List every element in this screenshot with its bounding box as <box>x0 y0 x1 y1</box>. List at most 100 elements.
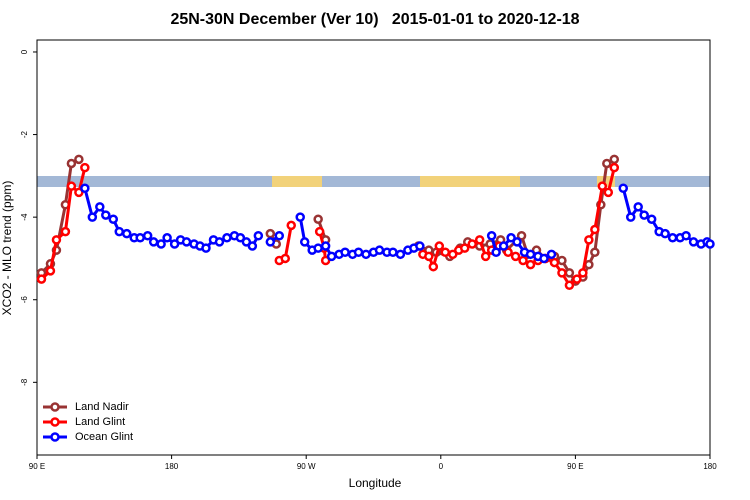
data-point <box>525 259 536 270</box>
data-point <box>448 249 458 260</box>
data-point <box>388 247 398 257</box>
data-point <box>506 233 516 243</box>
data-point <box>162 233 172 243</box>
data-point <box>361 249 371 260</box>
data-point <box>320 241 331 251</box>
data-point <box>491 247 501 257</box>
data-point <box>688 237 699 247</box>
data-point <box>142 230 153 241</box>
data-point <box>503 247 513 257</box>
data-point <box>434 241 445 251</box>
data-point <box>87 212 98 222</box>
data-point <box>603 187 614 198</box>
data-point <box>51 235 62 245</box>
data-point <box>265 228 276 239</box>
data-point <box>512 237 522 247</box>
y-tick-label: -6 <box>20 296 29 304</box>
data-point <box>353 247 364 257</box>
data-point <box>148 237 159 247</box>
data-point <box>539 253 549 264</box>
data-point <box>313 214 323 224</box>
data-point <box>498 241 509 251</box>
x-tick-label: 0 <box>439 462 444 471</box>
data-point <box>326 251 337 262</box>
data-point <box>295 212 305 222</box>
data-point <box>201 243 211 253</box>
data-point <box>66 181 77 191</box>
x-tick-label: 90 E <box>567 462 583 471</box>
data-point <box>633 202 643 212</box>
data-point <box>247 241 258 251</box>
legend: Land Nadir Land Glint Ocean Glint <box>43 401 133 443</box>
data-point <box>340 247 350 257</box>
data-point <box>609 154 620 165</box>
data-point <box>74 154 84 165</box>
data-point <box>705 239 715 249</box>
data-point <box>474 235 485 245</box>
data-point <box>101 210 111 220</box>
data-point <box>214 237 225 247</box>
data-point <box>557 255 567 266</box>
data-point <box>135 233 145 243</box>
data-point <box>424 251 434 262</box>
data-point <box>467 239 477 249</box>
data-point <box>241 237 252 247</box>
data-point <box>415 241 425 251</box>
data-point <box>516 230 527 241</box>
data-point <box>564 268 575 278</box>
data-point <box>222 233 232 243</box>
data-point <box>459 243 470 253</box>
y-tick-label: -8 <box>20 378 29 386</box>
y-tick-label: -4 <box>20 213 29 221</box>
data-point <box>299 237 310 247</box>
data-point <box>313 243 323 253</box>
legend-marker <box>50 417 60 427</box>
data-point <box>121 228 132 239</box>
data-point <box>609 162 620 173</box>
data-point <box>681 230 691 241</box>
x-tick-label: 90 W <box>297 462 316 471</box>
data-point <box>584 235 594 245</box>
series-line <box>83 187 711 261</box>
data-point <box>590 247 600 257</box>
data-point <box>156 239 166 249</box>
legend-label: Ocean Glint <box>75 431 133 443</box>
data-point <box>646 214 657 224</box>
data-point <box>480 251 491 262</box>
data-point <box>320 255 331 266</box>
data-point <box>590 224 600 235</box>
data-point <box>618 183 629 193</box>
x-axis-label: Longitude <box>349 476 402 490</box>
data-point <box>546 249 557 260</box>
data-point <box>66 158 77 169</box>
x-tick-label: 90 E <box>29 462 45 471</box>
data-point <box>639 210 649 220</box>
data-point <box>235 233 246 243</box>
y-tick-label: 0 <box>20 49 29 54</box>
data-point <box>60 226 71 237</box>
data-point <box>80 162 90 173</box>
data-point <box>95 202 105 212</box>
data-point <box>80 183 90 193</box>
land-ocean-band <box>37 176 710 187</box>
data-point <box>428 261 439 272</box>
data-point <box>374 245 385 255</box>
data-point <box>36 274 47 284</box>
data-point <box>549 257 560 268</box>
data-point <box>625 212 636 222</box>
data-point <box>510 251 521 262</box>
data-point <box>253 230 264 241</box>
legend-marker <box>50 402 60 412</box>
legend-label: Land Glint <box>75 416 125 428</box>
data-point <box>74 187 84 198</box>
data-point <box>314 226 325 237</box>
data-point <box>181 237 192 247</box>
data-point <box>525 249 536 260</box>
data-point <box>108 214 119 224</box>
data-point <box>265 237 276 247</box>
y-tick-label: -2 <box>20 130 29 138</box>
data-point <box>667 233 678 243</box>
data-point <box>584 259 594 270</box>
data-point <box>602 158 612 169</box>
